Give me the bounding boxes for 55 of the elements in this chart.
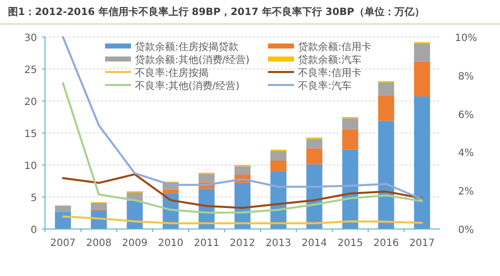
legend-label: 贷款余额:信用卡	[298, 41, 372, 53]
x-tick-label: 2012	[230, 238, 256, 249]
bar	[378, 82, 394, 96]
bar	[54, 212, 71, 229]
legend-label: 贷款余额:其他(消费/经营)	[135, 54, 250, 66]
y2-tick-label: 6%	[458, 110, 474, 121]
x-tick-label: 2014	[302, 238, 328, 249]
bar	[414, 96, 430, 229]
y2-tick-label: 4%	[458, 148, 474, 160]
bar	[378, 95, 394, 121]
y-tick-label: 20	[24, 97, 37, 108]
bar	[306, 138, 322, 148]
legend-label: 不良率:信用卡	[298, 67, 362, 79]
y-tick-label: 25	[24, 65, 37, 76]
legend-label: 不良率:其他(消费/经营)	[135, 80, 240, 92]
bar	[342, 118, 358, 130]
legend-label: 不良率:汽车	[298, 80, 352, 92]
y-tick-label: 0	[30, 225, 37, 236]
bar	[414, 62, 430, 97]
bar	[162, 189, 179, 194]
bar	[270, 150, 286, 161]
x-tick-label: 2011	[194, 238, 220, 249]
bar	[90, 202, 107, 210]
y2-tick-label: 2%	[458, 186, 474, 198]
x-tick-label: 2013	[266, 238, 292, 249]
bar	[198, 174, 215, 182]
legend-label: 不良率:住房按揭	[135, 67, 208, 79]
x-tick-label: 2016	[373, 238, 399, 249]
y-tick-label: 30	[24, 33, 37, 44]
chart-title: 图1：2012-2016 年信用卡不良率上行 89BP，2017 年不良率下行 30BP（单位：万亿）	[8, 6, 424, 18]
legend-label: 贷款余额:住房按揭贷款	[135, 41, 238, 53]
x-tick-label: 2015	[338, 238, 363, 249]
y-tick-label: 15	[24, 129, 37, 140]
bar	[306, 148, 322, 164]
bar	[378, 120, 394, 229]
legend-label: 贷款余额:汽车	[298, 54, 362, 66]
x-tick-label: 2009	[122, 238, 148, 249]
bar	[234, 166, 250, 175]
bar	[342, 129, 358, 150]
y2-tick-label: 0%	[458, 225, 474, 236]
x-tick-label: 2008	[86, 238, 112, 249]
bar	[270, 160, 286, 172]
line-series	[62, 82, 424, 214]
bar	[414, 43, 430, 62]
x-tick-label: 2010	[158, 238, 184, 249]
y2-tick-label: 8%	[458, 71, 474, 82]
x-tick-label: 2007	[50, 238, 76, 249]
line-series	[62, 216, 424, 224]
y2-tick-label: 10%	[454, 33, 478, 44]
y-tick-label: 5	[30, 193, 37, 204]
bar	[54, 206, 71, 212]
line-series	[62, 36, 424, 200]
x-tick-label: 2017	[409, 238, 435, 249]
y-tick-label: 10	[24, 161, 37, 172]
line-series	[62, 173, 424, 209]
